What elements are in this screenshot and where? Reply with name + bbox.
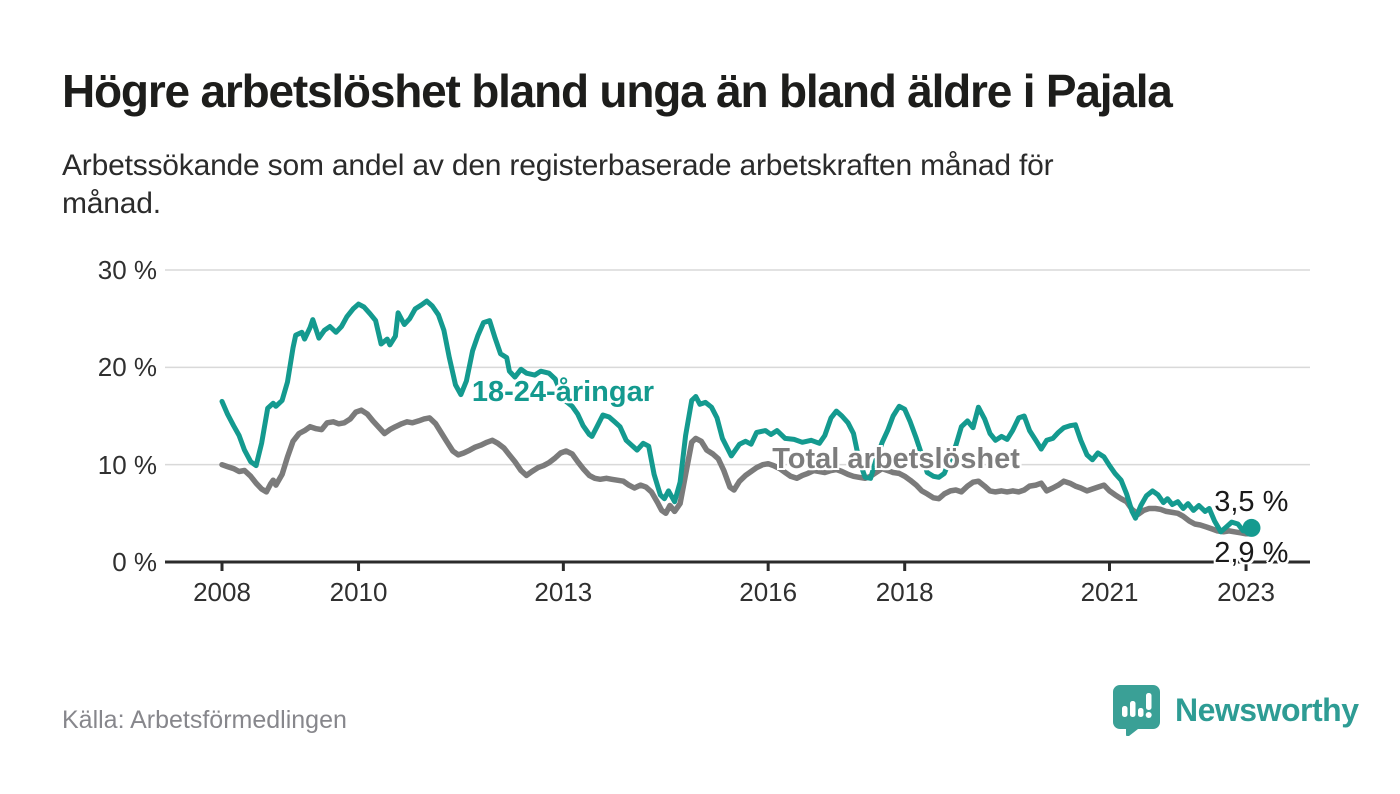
logo-bar-3 <box>1138 708 1144 717</box>
series-line-total <box>219 407 1255 537</box>
page-title: Högre arbetslöshet bland unga än bland ä… <box>62 65 1173 117</box>
subtitle-line-2: månad. <box>62 187 161 220</box>
subtitle-line-1: Arbetssökande som andel av den registerb… <box>62 149 1054 182</box>
newsworthy-bubble-icon <box>1113 685 1160 736</box>
logo-bar-2 <box>1130 701 1136 717</box>
series-line-youth <box>219 298 1254 535</box>
source-note: Källa: Arbetsförmedlingen <box>62 706 347 734</box>
chart-subtitle: Arbetssökande som andel av den registerb… <box>62 147 1054 223</box>
series-end-dot-youth <box>1242 518 1261 537</box>
logo-bar-1 <box>1122 706 1128 717</box>
logo-exclamation-dot <box>1145 712 1152 718</box>
newsworthy-logo: Newsworthy <box>1112 684 1359 736</box>
logo-exclamation-bar <box>1146 693 1152 710</box>
newsworthy-wordmark: Newsworthy <box>1175 691 1359 728</box>
